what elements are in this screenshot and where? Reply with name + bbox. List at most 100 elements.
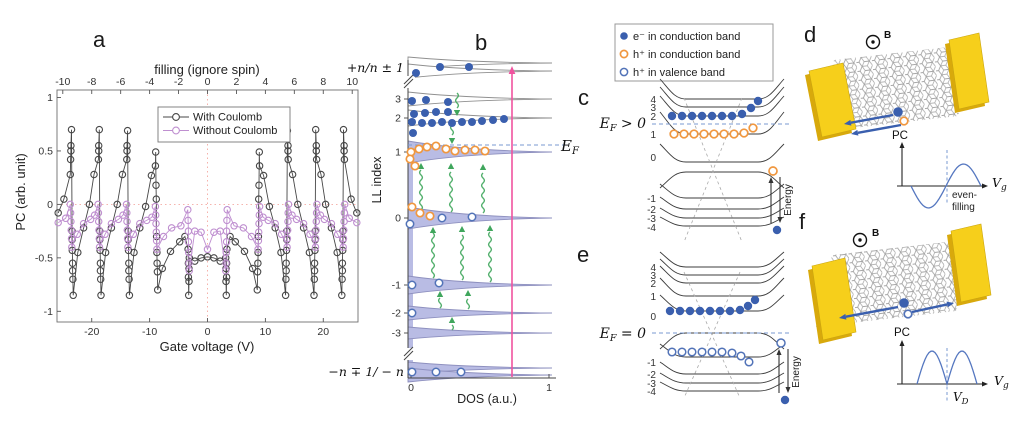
legend-with-coulomb-label: With Coulomb bbox=[193, 112, 262, 124]
panel-c-band-diagram: 432 1 0 -1-2-3-4 bbox=[647, 78, 792, 243]
hole-conduction-marker-icon bbox=[619, 49, 629, 59]
a-bottom-tick: 20 bbox=[317, 326, 329, 338]
panel-a-y-axis-title: PC (arb. unit) bbox=[13, 153, 28, 230]
panel-b-dos-diagram: 3 2 1 0 -1 -2 -3 0 1 bbox=[392, 56, 566, 394]
hole-valence-marker-icon bbox=[619, 67, 629, 77]
carrier-legend-box bbox=[614, 23, 774, 82]
a-left-tick: -0.5 bbox=[35, 252, 53, 264]
panel-a-legend bbox=[157, 106, 291, 143]
level-index-label: -3 bbox=[647, 214, 656, 225]
pc-vs-vg-curve bbox=[916, 350, 978, 387]
b-electrons-dots bbox=[408, 63, 508, 137]
panel-b-y-axis-title: LL index bbox=[370, 156, 384, 204]
panel-a-top-axis-title: filling (ignore spin) bbox=[154, 62, 260, 77]
a-top-tick: 8 bbox=[320, 76, 326, 88]
level-index-label: -3 bbox=[647, 379, 656, 390]
panel-e-energy-axis-label: Energy bbox=[791, 356, 802, 388]
a-bottom-tick: -20 bbox=[84, 326, 99, 338]
b-ll-tick: 3 bbox=[395, 94, 401, 106]
a-top-tick: -2 bbox=[174, 76, 183, 88]
panel-f-vg-label: Vg bbox=[994, 373, 1009, 391]
panel-d-device-schematic bbox=[805, 32, 990, 209]
a-left-tick: 1 bbox=[47, 92, 53, 104]
level-index-label: 4 bbox=[650, 263, 656, 274]
left-gold-electrode bbox=[811, 257, 857, 341]
panel-a-x-axis-title: Gate voltage (V) bbox=[160, 339, 255, 354]
panel-d-even-filling-note-1: even- bbox=[952, 190, 977, 201]
electron-dot bbox=[899, 298, 909, 308]
panel-f-pc-label: PC bbox=[894, 327, 910, 339]
panel-b-top-level-label: +n/n ± 1 bbox=[347, 60, 404, 75]
graphene-lattice bbox=[818, 44, 976, 132]
legend-electron-label: e⁻ in conduction band bbox=[633, 31, 740, 43]
a-bottom-tick: 10 bbox=[260, 326, 272, 338]
a-left-tick: -1 bbox=[44, 306, 53, 318]
right-gold-electrode bbox=[950, 223, 992, 303]
panel-b-fermi-label: EF bbox=[560, 137, 580, 157]
panel-d-vg-label: Vg bbox=[992, 175, 1007, 193]
a-left-tick: 0.5 bbox=[38, 145, 53, 157]
a-top-tick: 6 bbox=[291, 76, 297, 88]
panel-f-label: f bbox=[799, 209, 806, 234]
panel-e-fermi-condition: EF = 0 bbox=[599, 326, 646, 344]
a-top-tick: 4 bbox=[262, 76, 268, 88]
panel-d-label: d bbox=[804, 22, 816, 47]
level-index-label: 3 bbox=[650, 271, 656, 282]
a-top-tick: 10 bbox=[346, 76, 358, 88]
a-bottom-tick: 0 bbox=[205, 326, 211, 338]
electron-marker-icon bbox=[620, 32, 628, 40]
panel-d-bfield-label: B bbox=[884, 30, 891, 41]
pc-vs-vg-curve bbox=[910, 163, 982, 209]
a-top-tick: 2 bbox=[234, 76, 240, 88]
level-index-label: 2 bbox=[650, 112, 656, 123]
legend-hole-conduction-label: h⁺ in conduction band bbox=[633, 49, 740, 61]
b-dos-tick: 0 bbox=[408, 382, 414, 394]
left-gold-electrode bbox=[808, 62, 857, 138]
panel-e-label: e bbox=[577, 242, 589, 267]
level-index-label: -4 bbox=[647, 387, 656, 398]
level-index-label: -1 bbox=[647, 358, 656, 369]
b-dos-tick: 1 bbox=[546, 382, 552, 394]
b-ll-tick: 2 bbox=[395, 113, 401, 125]
legend-without-coulomb-label: Without Coulomb bbox=[193, 125, 277, 137]
panel-c-energy-axis-label: Energy bbox=[783, 184, 794, 216]
a-left-tick: 0 bbox=[47, 199, 53, 211]
electron-dot bbox=[893, 107, 903, 117]
a-top-tick: 0 bbox=[205, 76, 211, 88]
a-bottom-tick: -10 bbox=[142, 326, 157, 338]
panel-d-pc-label: PC bbox=[892, 130, 908, 142]
b-ll-tick: -1 bbox=[392, 280, 401, 292]
level-index-label: -2 bbox=[647, 370, 656, 381]
level-index-label: -1 bbox=[647, 194, 656, 205]
panel-b-x-axis-title: DOS (a.u.) bbox=[457, 392, 517, 406]
level-index-label: -2 bbox=[647, 205, 656, 216]
hole-circle bbox=[903, 309, 913, 319]
panel-e-band-diagram: 432 1 0 -1-2-3-4 bbox=[647, 251, 792, 405]
series-without-coulomb bbox=[54, 200, 361, 275]
a-top-tick: -10 bbox=[55, 76, 70, 88]
level-index-label: 4 bbox=[650, 95, 656, 106]
panel-f-device-schematic bbox=[808, 223, 992, 402]
panel-c-label: c bbox=[578, 85, 589, 110]
b-ll-tick: -3 bbox=[392, 328, 401, 340]
legend-hole-valence-label: h⁺ in valence band bbox=[633, 67, 725, 79]
panel-a-label: a bbox=[93, 27, 106, 52]
b-ll-tick: 1 bbox=[395, 147, 401, 159]
level-index-label: -4 bbox=[647, 223, 656, 234]
panel-f-bfield-label: B bbox=[872, 228, 879, 239]
level-index-label: 0 bbox=[650, 153, 656, 164]
b-holes-conduction-circles bbox=[405, 141, 490, 221]
panel-c-fermi-condition: EF > 0 bbox=[599, 116, 646, 134]
panel-d-even-filling-note-2: filling bbox=[952, 202, 975, 213]
a-top-tick: -4 bbox=[145, 76, 154, 88]
b-ll-tick: 0 bbox=[395, 213, 401, 225]
panel-b-label: b bbox=[475, 30, 487, 55]
graphene-lattice bbox=[816, 239, 974, 327]
b-holes-valence-circles bbox=[405, 212, 477, 377]
a-top-tick: -6 bbox=[116, 76, 125, 88]
level-index-label: 2 bbox=[650, 279, 656, 290]
panel-b-bottom-level-label: −n ∓ 1/ − n bbox=[328, 364, 404, 379]
